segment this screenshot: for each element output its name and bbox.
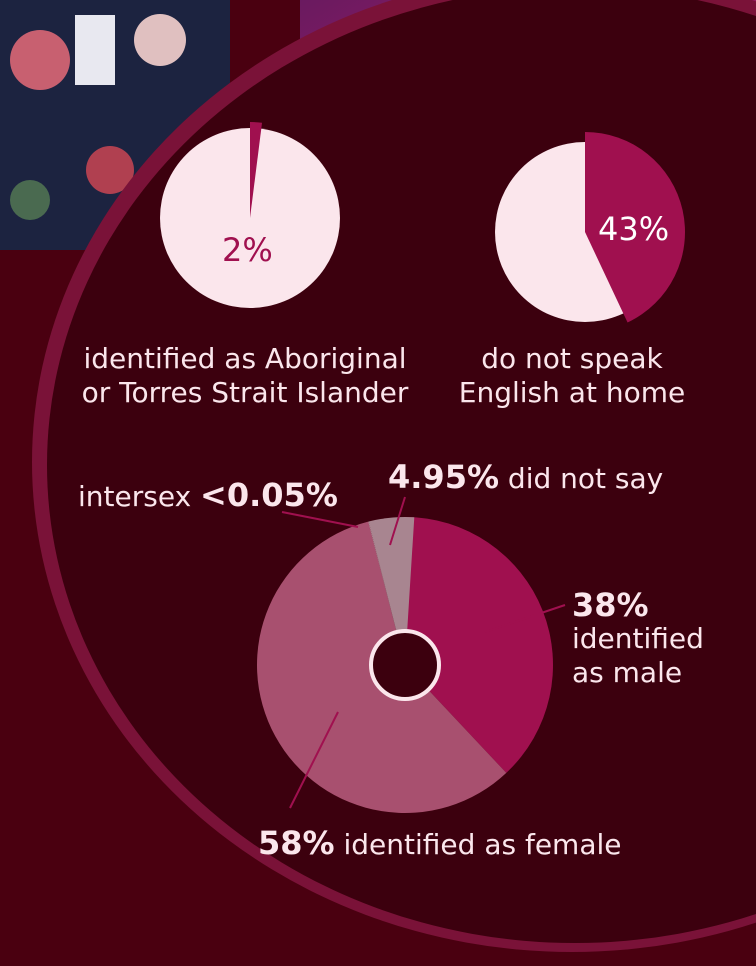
category-label: identified as female <box>344 828 622 861</box>
value-label: <0.05% <box>200 476 338 514</box>
caption-line: do not speak <box>447 342 697 376</box>
caption: do not speak English at home <box>447 342 697 410</box>
photo-flower <box>10 180 50 220</box>
category-label: did not say <box>508 462 663 495</box>
photo-flower <box>134 14 186 66</box>
value-label: 38% <box>572 588 712 622</box>
legend-label: 58% identified as female <box>258 826 622 862</box>
infographic: 2% 43% identified as Aboriginal or Torre… <box>0 0 756 966</box>
legend-label: intersex <0.05% <box>78 478 338 514</box>
category-label: identified as male <box>572 622 712 690</box>
legend-label: 38% identified as male <box>572 588 712 690</box>
value-label: 4.95% <box>388 458 499 496</box>
caption-line: or Torres Strait Islander <box>70 376 420 410</box>
caption: identified as Aboriginal or Torres Strai… <box>70 342 420 410</box>
value-label: 2% <box>222 233 273 267</box>
donut-hole <box>371 631 439 699</box>
legend-label: 4.95% did not say <box>388 460 663 496</box>
caption-line: identified as Aboriginal <box>70 342 420 376</box>
photo-flower <box>10 30 70 90</box>
value-label: 43% <box>598 212 669 246</box>
value-label: 58% <box>258 824 335 862</box>
photo-tag <box>75 15 115 85</box>
category-label: intersex <box>78 480 191 513</box>
caption-line: English at home <box>447 376 697 410</box>
